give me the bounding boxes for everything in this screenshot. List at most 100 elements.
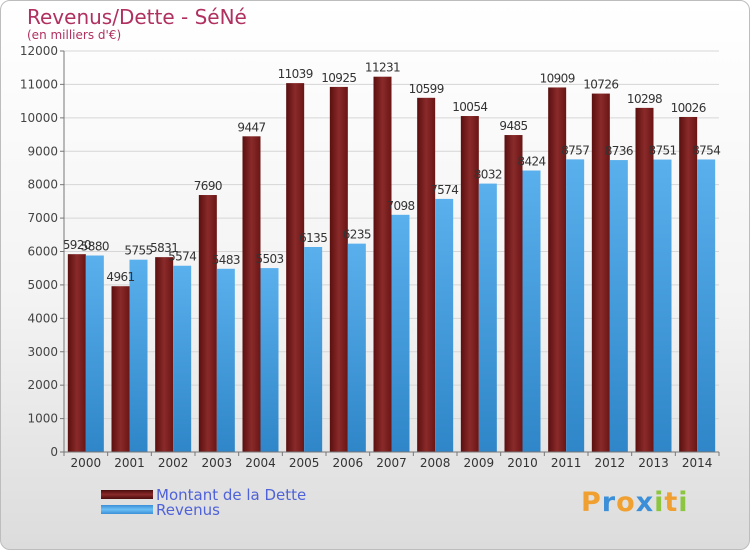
x-tick-label: 2010 xyxy=(507,456,538,470)
proxiti-logo: Proxiti xyxy=(581,487,689,518)
bar-debt xyxy=(373,76,392,452)
data-label-debt: 5920 xyxy=(63,238,91,252)
data-label-revenue: 8736 xyxy=(605,144,633,158)
data-label-debt: 10599 xyxy=(409,82,444,96)
data-label-revenue: 5574 xyxy=(168,250,196,264)
data-label-revenue: 8424 xyxy=(517,154,545,168)
data-label-debt: 10925 xyxy=(321,71,356,85)
data-label-debt: 10726 xyxy=(583,78,618,92)
data-label-revenue: 8754 xyxy=(692,143,720,157)
bar-debt xyxy=(504,135,523,453)
data-label-revenue: 5503 xyxy=(255,252,283,266)
data-label-debt: 4961 xyxy=(106,270,134,284)
bar-revenue xyxy=(129,259,148,452)
data-label-debt: 9485 xyxy=(499,119,527,133)
bar-debt xyxy=(460,116,479,452)
bar-revenue xyxy=(653,159,672,453)
logo-letter: x xyxy=(635,487,655,518)
bar-debt xyxy=(417,97,436,453)
x-tick-label: 2008 xyxy=(420,456,451,470)
x-tick-label: 2002 xyxy=(158,456,189,470)
y-tick-label: 1000 xyxy=(27,412,58,426)
bar-debt xyxy=(635,107,654,452)
legend-label-debt: Montant de la Dette xyxy=(156,486,307,504)
data-label-debt: 10054 xyxy=(452,100,487,114)
y-tick-label: 10000 xyxy=(20,111,58,125)
data-label-debt: 7690 xyxy=(194,179,222,193)
data-label-revenue: 8757 xyxy=(561,143,589,157)
bar-revenue xyxy=(522,170,541,453)
bar-debt xyxy=(679,116,698,452)
bar-debt xyxy=(591,93,610,453)
y-tick-label: 3000 xyxy=(27,345,58,359)
chart-subtitle: (en milliers d'€) xyxy=(27,28,122,42)
data-label-revenue: 7098 xyxy=(386,199,414,213)
logo-letter: P xyxy=(581,487,602,518)
x-tick-label: 2009 xyxy=(464,456,495,470)
bar-revenue xyxy=(478,183,497,452)
x-tick-label: 2012 xyxy=(595,456,626,470)
bar-debt xyxy=(242,136,261,452)
y-tick-label: 2000 xyxy=(27,378,58,392)
data-label-revenue: 7574 xyxy=(430,183,458,197)
legend-label-revenue: Revenus xyxy=(156,501,220,519)
y-tick-label: 8000 xyxy=(27,178,58,192)
bar-revenue xyxy=(216,268,235,452)
bar-revenue xyxy=(435,198,454,452)
bar-revenue xyxy=(260,268,279,452)
bar-revenue xyxy=(697,159,716,452)
bar-revenue xyxy=(566,159,585,453)
y-tick-label: 7000 xyxy=(27,211,58,225)
bar-revenue xyxy=(173,265,192,452)
x-tick-label: 2006 xyxy=(333,456,364,470)
data-label-revenue: 5880 xyxy=(81,240,109,254)
bar-debt xyxy=(155,257,174,452)
axis-layer: 0 1000 2000 3000 4000 5000 6000 7000 8000 9000 100… xyxy=(20,44,720,470)
x-tick-label: 2011 xyxy=(551,456,582,470)
y-tick-label: 4000 xyxy=(27,311,58,325)
bar-debt xyxy=(198,195,217,453)
data-label-revenue: 6135 xyxy=(299,231,327,245)
data-label-debt: 10298 xyxy=(627,92,662,106)
bar-revenue xyxy=(609,160,628,452)
data-label-revenue: 8751 xyxy=(648,144,676,158)
data-label-debt: 9447 xyxy=(237,120,265,134)
logo-letter: r xyxy=(601,487,617,518)
x-tick-label: 2013 xyxy=(638,456,669,470)
x-tick-label: 2003 xyxy=(202,456,233,470)
x-tick-label: 2014 xyxy=(682,456,713,470)
data-label-debt: 10026 xyxy=(671,101,706,115)
y-tick-label: 12000 xyxy=(20,44,58,58)
logo-letter: t xyxy=(664,487,679,518)
logo-letter: i xyxy=(654,487,665,518)
y-tick-label: 9000 xyxy=(27,144,58,158)
bar-debt xyxy=(67,254,86,452)
bar-revenue xyxy=(304,246,323,452)
bar-debt xyxy=(111,286,130,452)
logo-letter: i xyxy=(678,487,689,518)
y-tick-label: 5000 xyxy=(27,278,58,292)
x-tick-label: 2001 xyxy=(114,456,145,470)
y-tick-label: 11000 xyxy=(20,77,58,91)
data-label-revenue: 5483 xyxy=(212,253,240,267)
data-label-debt: 5831 xyxy=(150,241,178,255)
logo-letter: o xyxy=(616,487,636,518)
bar-debt xyxy=(286,83,305,453)
bars-layer xyxy=(67,76,716,453)
x-tick-label: 2004 xyxy=(245,456,276,470)
bar-revenue xyxy=(391,214,410,452)
y-tick-label: 0 xyxy=(50,445,58,459)
data-label-revenue: 5755 xyxy=(124,244,152,258)
x-tick-label: 2007 xyxy=(376,456,407,470)
data-label-revenue: 6235 xyxy=(343,228,371,242)
data-label-debt: 11231 xyxy=(365,61,400,75)
x-tick-label: 2005 xyxy=(289,456,320,470)
legend-swatch-revenue xyxy=(101,505,153,514)
bar-debt xyxy=(548,87,567,452)
data-label-revenue: 8032 xyxy=(474,168,502,182)
bar-debt xyxy=(329,86,348,453)
bar-revenue xyxy=(85,255,104,452)
